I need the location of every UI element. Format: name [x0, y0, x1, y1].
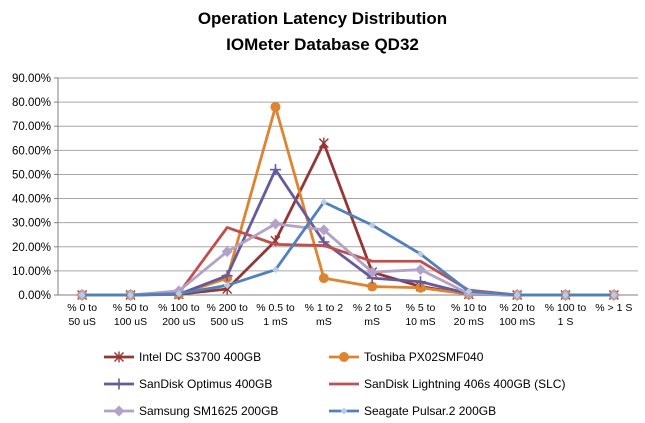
series-line: [80, 141, 616, 297]
y-tick-label: 0.00%: [18, 290, 51, 302]
data-point-marker: [270, 218, 281, 230]
y-tick-label: 20.00%: [12, 242, 51, 254]
legend-item-toshiba-px02smf040: Toshiba PX02SMF040: [328, 350, 565, 364]
data-point-marker: [270, 101, 281, 112]
y-tick-label: 80.00%: [12, 97, 51, 109]
legend-item-sandisk-lightning-406s-400gb-slc: SanDisk Lightning 406s 400GB (SLC): [328, 377, 565, 391]
chart-title-line1: Operation Latency Distribution: [197, 9, 448, 28]
series-seagate-pulsar-2-200gb: [78, 198, 618, 299]
legend-label: Intel DC S3700 400GB: [139, 349, 262, 364]
x-tick-label: % 10 to 20 mS: [451, 302, 487, 328]
data-point-marker: [223, 281, 231, 289]
legend-swatch-diamond-marker: [104, 405, 134, 416]
data-point-marker: [610, 291, 618, 299]
legend-swatch-plus-marker: [104, 378, 134, 389]
x-tick-label: % > 1 S: [595, 302, 632, 314]
data-point-marker: [465, 287, 473, 295]
data-point-marker: [113, 378, 125, 389]
y-tick-label: 40.00%: [12, 194, 51, 206]
chart-legend: Intel DC S3700 400GB Toshiba PX02SMF040 Sa…: [103, 343, 565, 423]
data-point-marker: [221, 270, 233, 282]
legend-label: Toshiba PX02SMF040: [364, 349, 484, 364]
data-point-marker: [415, 282, 426, 293]
y-tick-label: 50.00%: [12, 169, 51, 181]
data-point-marker: [513, 291, 521, 299]
legend-item-seagate-pulsar-2-200gb: Seagate Pulsar.2 200GB: [328, 404, 565, 418]
data-point-marker: [366, 266, 378, 278]
data-point-marker: [78, 291, 86, 299]
y-tick-label: 90.00%: [12, 73, 51, 85]
legend-item-sandisk-optimus-400gb: SanDisk Optimus 400GB: [103, 377, 328, 391]
series-toshiba-px02smf040: [77, 101, 619, 300]
legend-label: SanDisk Lightning 406s 400GB (SLC): [364, 376, 566, 391]
x-tick-label: % 50 to 100 uS: [113, 302, 149, 328]
x-tick-label: % 0.5 to 1 mS: [256, 302, 295, 328]
data-point-marker: [415, 276, 426, 288]
series-line: [80, 168, 616, 297]
y-axis-labels: 0.00% 10.00% 20.00% 30.00% 40.00% 50.00% 60.00…: [12, 73, 51, 302]
data-point-marker: [417, 250, 424, 258]
legend-label: Seagate Pulsar.2 200GB: [364, 403, 497, 418]
data-point-marker: [114, 351, 124, 362]
data-point-marker: [113, 405, 125, 416]
data-point-marker: [127, 291, 134, 299]
data-point-marker: [270, 164, 281, 176]
chart-title-line2: IOMeter Database QD32: [226, 35, 419, 54]
x-tick-label: % 5 to 10 mS: [405, 302, 435, 328]
axes: [54, 77, 638, 296]
data-point-marker: [367, 281, 378, 292]
legend-swatch-circle-marker: [329, 351, 359, 362]
data-point-marker: [175, 290, 183, 298]
data-point-marker: [340, 407, 348, 414]
series-intel-dc-s3700-400gb: [77, 137, 619, 301]
x-tick-label: % 100 to 200 uS: [158, 302, 200, 328]
gridlines: [58, 77, 638, 272]
series-sandisk-optimus-400gb: [76, 164, 620, 301]
data-point-marker: [221, 246, 233, 258]
legend-item-samsung-sm1625-200gb: Samsung SM1625 200GB: [103, 404, 328, 418]
y-tick-label: 70.00%: [12, 121, 51, 133]
x-tick-label: % 2 to 5 mS: [353, 302, 392, 328]
x-tick-label: % 1 to 2 mS: [305, 302, 344, 328]
data-point-marker: [318, 224, 330, 236]
x-axis-labels: % 0 to 50 uS% 50 to 100 uS% 100 to 200 uS% …: [67, 302, 632, 328]
legend-label: Samsung SM1625 200GB: [139, 403, 279, 418]
x-tick-label: % 0 to 50 uS: [67, 302, 97, 328]
y-tick-label: 30.00%: [12, 218, 51, 230]
legend-swatch-star-marker: [104, 351, 134, 362]
data-point-marker: [339, 351, 349, 362]
y-tick-label: 60.00%: [12, 145, 51, 157]
x-tick-label: % 20 to 100 mS: [499, 302, 535, 328]
chart-title: Operation Latency Distribution IOMeter D…: [0, 6, 645, 58]
data-point-marker: [562, 291, 569, 299]
data-point-marker: [272, 266, 279, 274]
data-point-marker: [318, 137, 329, 149]
legend-label: SanDisk Optimus 400GB: [139, 376, 273, 391]
data-point-marker: [415, 264, 426, 276]
data-point-marker: [318, 273, 329, 284]
legend-swatch-none-marker: [329, 382, 359, 385]
legend-item-intel-dc-s3700-400gb: Intel DC S3700 400GB: [103, 350, 328, 364]
x-tick-label: % 200 to 500 uS: [206, 302, 248, 328]
x-tick-label: % 100 to 1 S: [545, 302, 587, 328]
data-series: [76, 101, 620, 301]
series-line: [80, 105, 616, 297]
legend-swatch-small-diamond-marker: [329, 407, 359, 414]
y-tick-label: 10.00%: [12, 266, 51, 278]
data-point-marker: [320, 198, 328, 206]
data-point-marker: [368, 221, 376, 229]
series-line: [80, 200, 616, 297]
